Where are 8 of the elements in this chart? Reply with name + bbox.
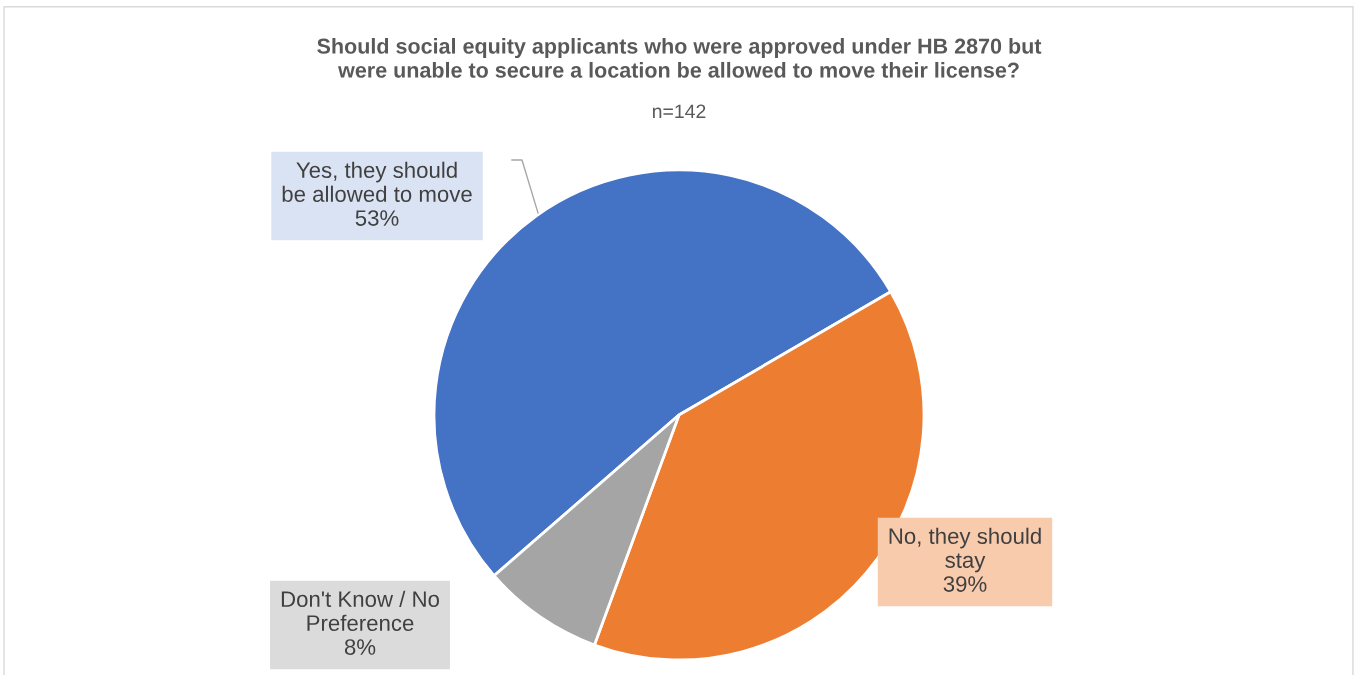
data-label: 8% bbox=[344, 639, 376, 655]
slice-label: Yes, they should be allowed to move bbox=[282, 161, 472, 202]
slice-label: Don't Know / No Preference bbox=[281, 590, 440, 631]
chart-subtitle: n=142 bbox=[652, 104, 706, 119]
data-label: 53% bbox=[355, 210, 399, 226]
data-label: 39% bbox=[943, 576, 987, 592]
slice-label: No, they should stay bbox=[889, 527, 1041, 573]
chart-title: Should social equity applicants who were approved under HB 2870 but were unable to secure a location be allowed to move their license? bbox=[317, 37, 1042, 78]
